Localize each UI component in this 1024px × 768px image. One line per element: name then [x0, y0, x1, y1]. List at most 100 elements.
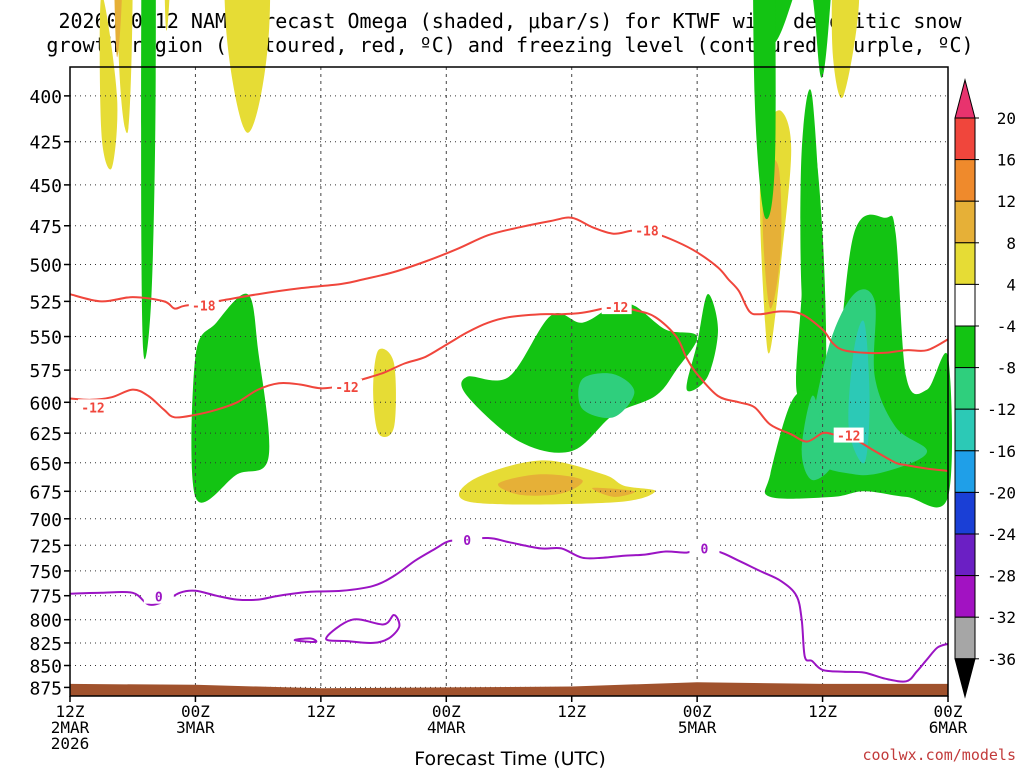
y-tick-label: 425: [29, 133, 62, 154]
colorbar-swatch: [954, 616, 976, 660]
omega-region-neg-8-3: [801, 395, 834, 481]
y-tick-label: 625: [29, 424, 62, 445]
colorbar-swatch: [954, 159, 976, 202]
omega-region-pos-8-2: [592, 487, 635, 497]
contour-label-bg: [188, 297, 219, 313]
contour-line-3: [325, 614, 401, 644]
contour-label: -12: [837, 430, 860, 445]
x-tick-label: 2MAR: [51, 718, 90, 737]
contour-label-bg: [77, 399, 108, 415]
credit-text: coolwx.com/models: [862, 746, 1016, 764]
contour-label-bg: [601, 299, 632, 315]
contour-label-bg: [143, 588, 174, 604]
temperature-contours: -18 -18 -12 -12 -12 -12 0 0 0: [69, 216, 949, 683]
colorbar-swatch: [954, 200, 976, 244]
colorbar-swatch: [954, 450, 976, 493]
colorbar-label: -12: [987, 400, 1016, 419]
x-tick-label: 12Z: [306, 702, 335, 721]
omega-region-neg-8-1: [578, 373, 635, 419]
x-tick-label: 6MAR: [929, 718, 968, 737]
colorbar-bottom-arrow: [954, 658, 976, 699]
contour-label: -12: [335, 381, 358, 396]
x-tick-label: 2026: [51, 734, 90, 753]
x-tick-label: 12Z: [808, 702, 837, 721]
contour-label: -12: [81, 401, 104, 416]
x-tick-label: 12Z: [557, 702, 586, 721]
y-tick-label: 525: [29, 292, 62, 313]
contour-label: -12: [605, 301, 628, 316]
colorbar-label: 8: [1006, 234, 1016, 253]
x-axis-label: Forecast Time (UTC): [414, 748, 605, 768]
omega-shading: [99, 0, 953, 508]
contour-line-4: [293, 637, 318, 644]
y-tick-label: 550: [29, 328, 62, 349]
plot-frame: [69, 66, 949, 697]
contour-label: 0: [463, 534, 471, 549]
omega-region-pos-4-2: [99, 0, 118, 170]
colorbar-label: -24: [987, 525, 1016, 544]
colorbar-label: 12: [997, 192, 1016, 211]
x-tick-label: 00Z: [181, 702, 210, 721]
y-tick-label: 475: [29, 217, 62, 238]
x-tick-label: 12Z: [56, 702, 85, 721]
y-tick-label: 750: [29, 562, 62, 583]
contour-label: 0: [701, 542, 709, 557]
colorbar-top-arrow: [954, 78, 976, 119]
x-tick-label: 00Z: [934, 702, 963, 721]
omega-region-neg-4-4: [686, 294, 718, 392]
y-tick-label: 600: [29, 393, 62, 414]
colorbar-label: 20: [997, 109, 1016, 128]
colorbar-label: -32: [987, 608, 1016, 627]
y-tick-label: 825: [29, 634, 62, 655]
omega-region-neg-4-3: [461, 303, 698, 453]
omega-region-pos-4-8: [831, 0, 860, 99]
colorbar-label: -28: [987, 567, 1016, 586]
contour-label-bg: [833, 427, 864, 443]
omega-region-neg-4-6: [761, 0, 831, 78]
colorbar-swatch: [954, 533, 976, 577]
colorbar-label: -36: [987, 650, 1016, 669]
terrain-surface: [70, 682, 948, 696]
colorbar-swatch: [954, 575, 976, 618]
contour-label: -18: [635, 225, 659, 240]
contour-label-bg: [331, 379, 362, 395]
colorbar-swatch: [954, 283, 976, 327]
terrain-fill: [70, 682, 948, 696]
colorbar-label: -8: [997, 359, 1016, 378]
colorbar-swatch: [954, 367, 976, 410]
omega-region-neg-4-1: [141, 0, 156, 360]
contour-line-1: [69, 304, 949, 472]
y-tick-label: 500: [29, 256, 62, 277]
colorbar: 20 16 12 8 4 -4 -8 -12 -16 -20 -24 -28 -32 -36: [954, 78, 1016, 699]
contour-label: 0: [155, 591, 163, 606]
x-tick-label: 4MAR: [427, 718, 466, 737]
colorbar-swatch: [954, 117, 976, 161]
x-tick-label: 00Z: [432, 702, 461, 721]
contour-line-2: [69, 536, 949, 683]
omega-region-pos-4-5: [373, 348, 396, 438]
y-tick-label: 675: [29, 482, 62, 503]
y-tick-label: 650: [29, 454, 62, 475]
omega-region-pos-8-1: [497, 474, 583, 496]
y-tick-label: 725: [29, 536, 62, 557]
contour-label: -18: [192, 300, 216, 315]
y-tick-label: 800: [29, 611, 62, 632]
contour-label-bg: [689, 540, 720, 556]
colorbar-label: 16: [997, 151, 1016, 170]
chart-title-line1: 2026030212 NAM Forecast Omega (shaded, μ…: [58, 9, 962, 33]
y-tick-label: 850: [29, 657, 62, 678]
x-tick-label: 3MAR: [176, 718, 215, 737]
y-tick-label: 875: [29, 678, 62, 699]
omega-region-neg-4-9: [796, 140, 827, 400]
omega-region-neg-4-2: [191, 293, 270, 503]
x-tick-label: 5MAR: [678, 718, 717, 737]
y-tick-label: 575: [29, 361, 62, 382]
y-axis: 400 425 450 475 500 525 550 575 600 625 650 675 700 7…: [29, 87, 70, 699]
colorbar-swatch: [954, 325, 976, 369]
colorbar-swatch: [954, 491, 976, 535]
y-tick-label: 775: [29, 587, 62, 608]
x-tick-label: 00Z: [683, 702, 712, 721]
y-tick-label: 700: [29, 510, 62, 531]
